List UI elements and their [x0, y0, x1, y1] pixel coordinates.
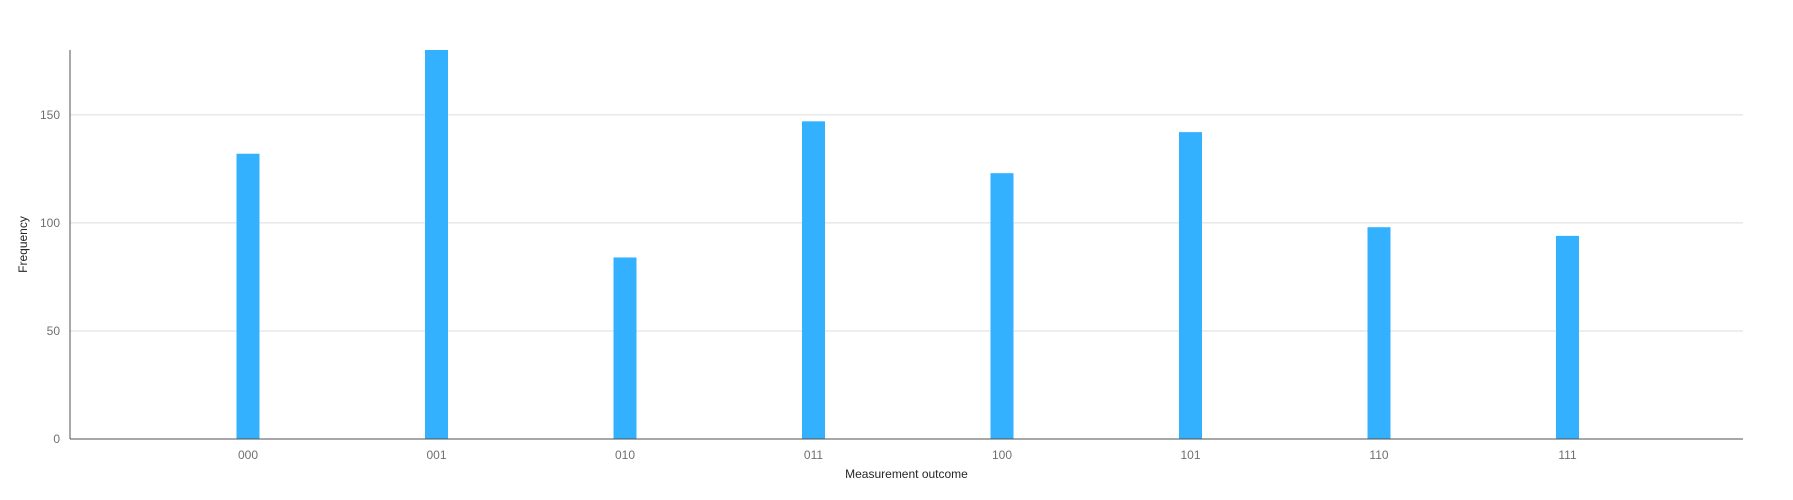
gridlines — [70, 114, 1743, 332]
x-tick-label: 010 — [615, 448, 635, 462]
y-tick-label: 50 — [47, 324, 61, 338]
x-tick-label: 101 — [1180, 448, 1200, 462]
x-axis-title: Measurement outcome — [845, 467, 968, 481]
x-tick-label: 000 — [238, 448, 258, 462]
x-tick-label: 011 — [804, 448, 823, 462]
x-axis-ticks: 000 001 010 011 100 101 110 111 — [238, 448, 1577, 462]
y-axis-title: Frequency — [16, 216, 30, 273]
bar-110[interactable] — [1367, 227, 1391, 439]
bar-001[interactable] — [425, 50, 448, 439]
x-tick-label: 100 — [992, 448, 1012, 462]
bar-111[interactable] — [1556, 235, 1579, 439]
x-tick-label: 110 — [1369, 448, 1388, 462]
x-tick-label: 111 — [1558, 448, 1577, 462]
x-tick-label: 001 — [426, 448, 446, 462]
bar-011[interactable] — [802, 121, 825, 440]
bar-101[interactable] — [1179, 132, 1202, 439]
y-tick-label: 150 — [40, 108, 60, 122]
bar-100[interactable] — [990, 173, 1014, 439]
y-tick-label: 100 — [40, 216, 60, 230]
bar-000[interactable] — [236, 153, 260, 439]
bar-010[interactable] — [613, 257, 637, 439]
bars — [236, 50, 1579, 440]
y-tick-label: 0 — [53, 432, 60, 446]
y-axis-ticks: 0 50 100 150 — [40, 108, 60, 446]
